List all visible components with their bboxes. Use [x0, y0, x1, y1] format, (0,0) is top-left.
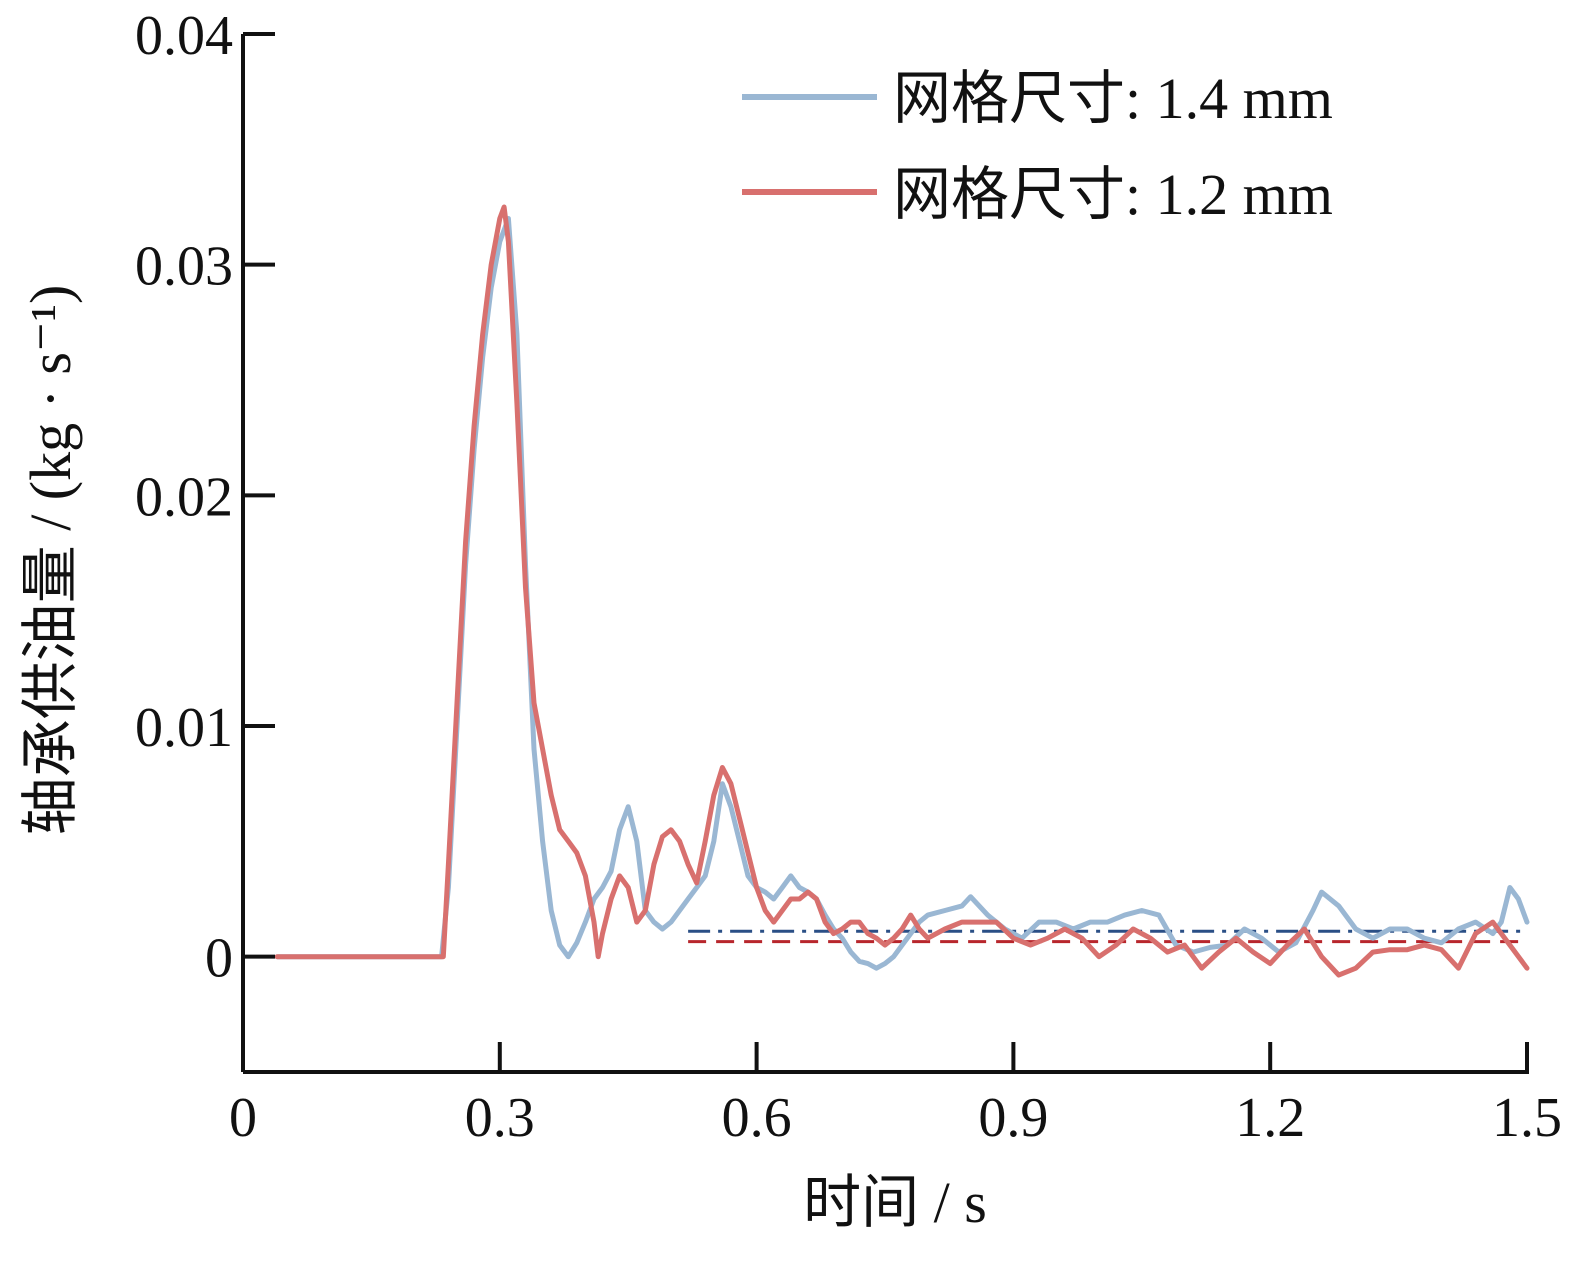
x-tick-label: 0.3 — [465, 1087, 535, 1149]
legend-label-mesh-1-2: 网格尺寸: 1.2 mm — [893, 162, 1333, 227]
series-line-1 — [274, 204, 1530, 978]
x-tick-label: 1.2 — [1235, 1087, 1305, 1149]
y-tick-label: 0 — [205, 928, 233, 990]
y-ticks: 0 0.01 0.02 0.03 0.04 — [135, 5, 275, 990]
x-tick-label: 1.5 — [1492, 1087, 1562, 1149]
legend: 网格尺寸: 1.4 mm 网格尺寸: 1.2 mm — [742, 66, 1333, 227]
x-tick-label: 0.9 — [978, 1087, 1048, 1149]
legend-label-mesh-1-4: 网格尺寸: 1.4 mm — [893, 66, 1333, 131]
y-tick-label: 0.03 — [135, 236, 233, 298]
y-tick-label: 0.04 — [135, 5, 233, 67]
y-tick-label: 0.01 — [135, 697, 233, 759]
series-lines — [274, 204, 1530, 978]
x-tick-label: 0.6 — [722, 1087, 792, 1149]
x-ticks: 0 0.3 0.6 0.9 1.2 1.5 — [229, 1042, 1562, 1149]
series-line-0 — [274, 216, 1530, 971]
y-tick-label: 0.02 — [135, 466, 233, 528]
x-axis-title: 时间 / s — [803, 1170, 987, 1235]
y-axis-title: 轴承供油量 / (kg · s⁻¹) — [18, 285, 83, 836]
reference-lines — [688, 929, 1527, 944]
axes — [241, 34, 1529, 1074]
x-tick-label: 0 — [229, 1087, 257, 1149]
